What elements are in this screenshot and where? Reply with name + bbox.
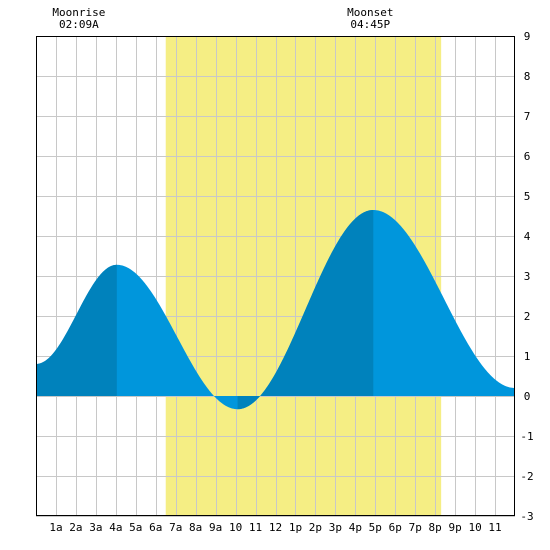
tide-area-layer [36, 210, 515, 410]
moonset-title: Moonset [347, 6, 393, 19]
tide-area-dark [237, 210, 374, 410]
tide-area-dark [36, 264, 117, 396]
y-tick-label: -1 [520, 430, 533, 443]
x-tick-label: 3p [329, 521, 342, 534]
x-tick-label: 10 [229, 521, 242, 534]
tide-area [36, 210, 515, 410]
y-tick-labels: -3 -2 -1 0 1 2 3 4 5 6 7 8 9 [520, 30, 533, 523]
x-tick-label: 5a [129, 521, 142, 534]
plot-border [36, 36, 515, 516]
x-tick-label: 5p [369, 521, 382, 534]
x-tick-labels: 1a 2a 3a 4a 5a 6a 7a 8a 9a 10 11 12 1p 2p 3p 4p 5p 6p 7p 8p… [49, 521, 501, 534]
y-tick-label: 6 [524, 150, 531, 163]
x-tick-label: 8a [189, 521, 202, 534]
y-tick-label: 9 [524, 30, 531, 43]
x-tick-label: 2p [309, 521, 322, 534]
y-tick-label: 3 [524, 270, 531, 283]
moonset-time: 04:45P [350, 18, 390, 31]
x-tick-label: 10 [468, 521, 481, 534]
x-tick-label: 1a [49, 521, 62, 534]
x-tick-label: 4a [109, 521, 122, 534]
x-tick-label: 2a [69, 521, 82, 534]
x-tick-label: 3a [89, 521, 102, 534]
x-tick-label: 4p [349, 521, 362, 534]
y-tick-label: 2 [524, 310, 531, 323]
x-tick-label: 6a [149, 521, 162, 534]
y-tick-label: -3 [520, 510, 533, 523]
y-tick-label: 5 [524, 190, 531, 203]
x-tick-label: 9p [449, 521, 462, 534]
x-tick-label: 6p [389, 521, 402, 534]
x-tick-label: 7a [169, 521, 182, 534]
y-tick-label: 8 [524, 70, 531, 83]
x-tick-label: 8p [429, 521, 442, 534]
moonrise-title: Moonrise [52, 6, 105, 19]
x-tick-label: 12 [269, 521, 282, 534]
x-tick-label: 11 [249, 521, 262, 534]
y-tick-label: -2 [520, 470, 533, 483]
x-tick-label: 1p [289, 521, 302, 534]
moonrise-time: 02:09A [59, 18, 99, 31]
y-tick-label: 7 [524, 110, 531, 123]
x-tick-label: 9a [209, 521, 222, 534]
y-tick-label: 0 [524, 390, 531, 403]
x-tick-label: 11 [488, 521, 501, 534]
y-tick-label: 4 [524, 230, 531, 243]
x-tick-label: 7p [409, 521, 422, 534]
y-tick-label: 1 [524, 350, 531, 363]
